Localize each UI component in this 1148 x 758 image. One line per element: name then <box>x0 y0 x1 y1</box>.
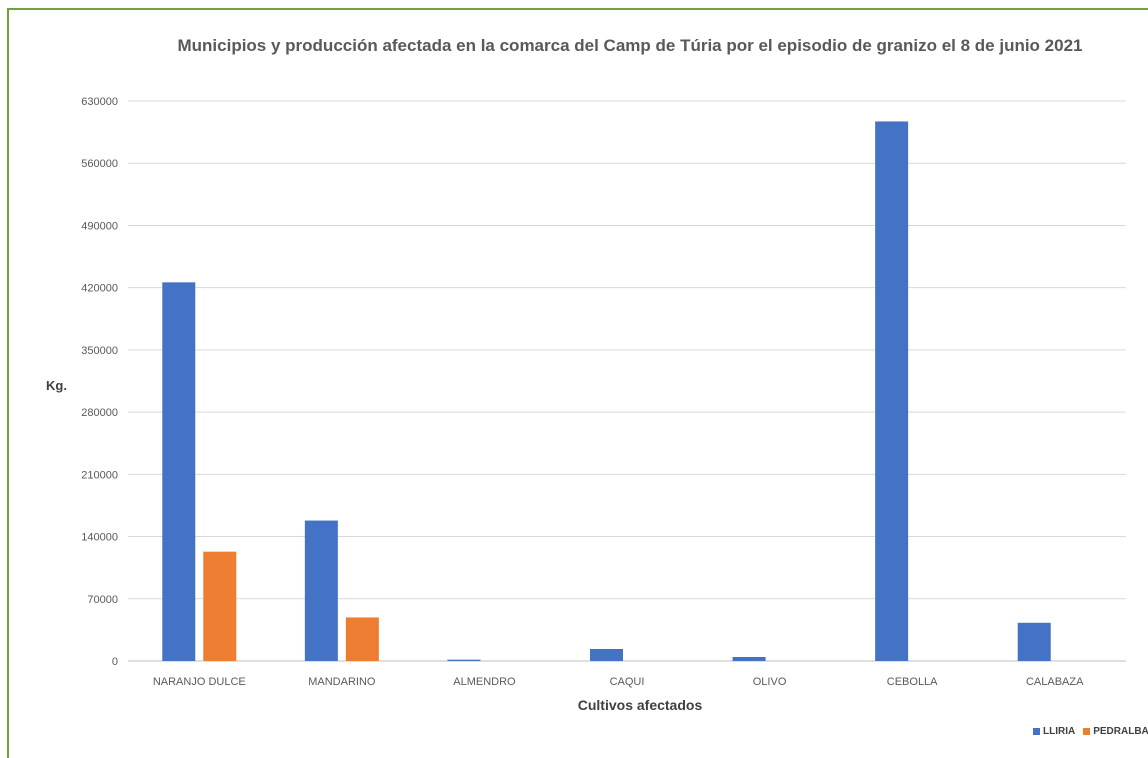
bar-lliria-2 <box>447 659 481 661</box>
y-tick-label: 350000 <box>81 345 118 357</box>
bar-pedralba-0 <box>203 551 237 661</box>
chart-title: Municipios y producción afectada en la c… <box>177 36 1083 55</box>
legend-item-pedralba: PEDRALBA <box>1083 726 1148 737</box>
legend-label-pedralba: PEDRALBA <box>1093 726 1148 737</box>
y-tick-label: 630000 <box>81 96 118 108</box>
x-tick-label: CEBOLLA <box>887 676 938 688</box>
legend-item-lliria: LLIRIA <box>1033 726 1075 737</box>
y-tick-label: 490000 <box>81 220 118 232</box>
x-tick-label: NARANJO DULCE <box>153 676 246 688</box>
y-tick-label: 70000 <box>87 594 118 606</box>
x-tick-label: MANDARINO <box>308 676 376 688</box>
bar-lliria-4 <box>732 657 766 661</box>
legend-swatch-lliria <box>1033 728 1040 735</box>
x-tick-label: CALABAZA <box>1026 676 1084 688</box>
y-tick-label: 140000 <box>81 532 118 544</box>
legend-label-lliria: LLIRIA <box>1043 726 1076 737</box>
y-tick-label: 420000 <box>81 283 118 295</box>
bar-pedralba-1 <box>345 617 379 661</box>
bar-lliria-3 <box>590 649 623 661</box>
bar-lliria-0 <box>162 282 196 661</box>
y-tick-label: 0 <box>112 656 118 668</box>
chart-frame <box>7 8 1148 758</box>
bar-lliria-6 <box>1017 622 1051 661</box>
x-tick-label: ALMENDRO <box>453 676 516 688</box>
bar-lliria-1 <box>304 520 338 661</box>
y-tick-label: 210000 <box>81 469 118 481</box>
y-tick-label: 560000 <box>81 158 118 170</box>
x-axis-label: Cultivos afectados <box>577 697 703 713</box>
legend: LLIRIA PEDRALBA <box>1033 726 1148 737</box>
bar-lliria-5 <box>875 121 909 661</box>
x-tick-label: CAQUI <box>610 676 645 688</box>
legend-swatch-pedralba <box>1083 728 1091 735</box>
x-tick-label: OLIVO <box>753 676 787 688</box>
y-axis-label: Kg. <box>46 378 67 393</box>
y-tick-label: 280000 <box>81 407 118 419</box>
